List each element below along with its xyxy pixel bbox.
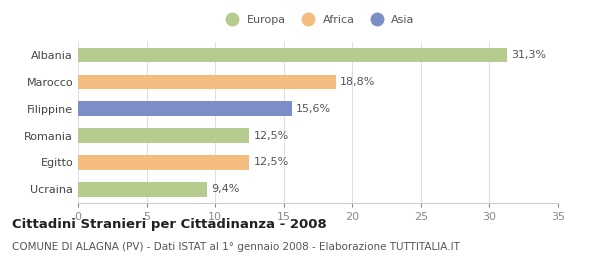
Text: COMUNE DI ALAGNA (PV) - Dati ISTAT al 1° gennaio 2008 - Elaborazione TUTTITALIA.: COMUNE DI ALAGNA (PV) - Dati ISTAT al 1°… (12, 242, 460, 252)
Bar (78, 101, 292, 116)
Text: 12,5%: 12,5% (254, 158, 289, 167)
Text: 18,8%: 18,8% (340, 77, 376, 87)
Bar (78, 75, 336, 89)
Legend: Europa, Africa, Asia: Europa, Africa, Asia (217, 11, 419, 30)
Text: 31,3%: 31,3% (511, 50, 547, 60)
Text: 12,5%: 12,5% (254, 131, 289, 141)
Bar (78, 128, 250, 143)
Text: 9,4%: 9,4% (211, 184, 239, 194)
Text: Cittadini Stranieri per Cittadinanza - 2008: Cittadini Stranieri per Cittadinanza - 2… (12, 218, 327, 231)
Bar (78, 182, 207, 197)
Bar (78, 48, 507, 62)
Text: 15,6%: 15,6% (296, 104, 331, 114)
Bar (78, 155, 250, 170)
